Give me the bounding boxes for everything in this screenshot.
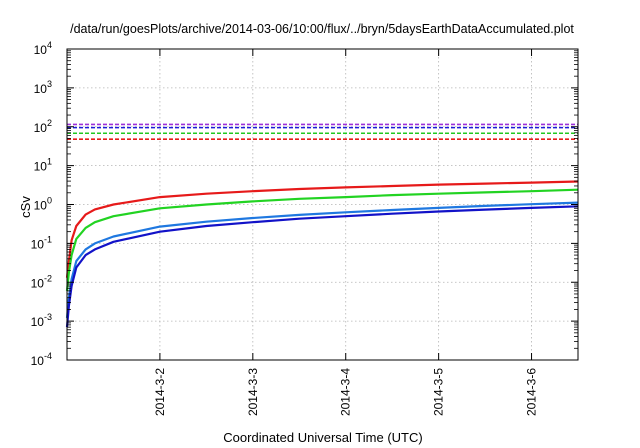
- y-tick-base: 10: [31, 315, 45, 329]
- y-tick-base: 10: [31, 354, 45, 368]
- y-tick-label: 10-1: [31, 234, 52, 251]
- y-tick-label: 103: [34, 79, 52, 96]
- y-axis-label: cSv: [18, 196, 33, 218]
- x-tick-labels: 2014-3-2 2014-3-3 2014-3-4 2014-3-5 2014-3-6: [153, 368, 539, 416]
- y-tick-label: 102: [34, 118, 52, 135]
- y-tick-exponent: 0: [47, 196, 52, 206]
- grid: [67, 49, 578, 360]
- y-tick-base: 10: [31, 276, 45, 290]
- chart-title: /data/run/goesPlots/archive/2014-03-06/1…: [70, 22, 574, 36]
- y-tick-label: 104: [34, 40, 52, 57]
- x-tick-label: 2014-3-3: [246, 368, 260, 416]
- y-tick-exponent: 4: [47, 40, 52, 50]
- y-tick-base: 10: [34, 199, 48, 213]
- y-tick-label: 10-2: [31, 273, 52, 290]
- y-tick-base: 10: [34, 160, 48, 174]
- x-tick-label: 2014-3-2: [153, 368, 167, 416]
- y-tick-base: 10: [31, 237, 45, 251]
- series-line: [65, 205, 579, 328]
- y-tick-exponent: 3: [47, 79, 52, 89]
- series-lines: [65, 180, 579, 328]
- ticks: [67, 48, 578, 361]
- series-line: [65, 180, 579, 278]
- x-axis-label: Coordinated Universal Time (UTC): [223, 430, 422, 445]
- series-line: [65, 188, 579, 292]
- y-tick-label: 10-3: [31, 312, 52, 329]
- y-tick-base: 10: [34, 121, 48, 135]
- y-tick-exponent: -3: [44, 312, 52, 322]
- x-tick-label: 2014-3-4: [339, 368, 353, 416]
- y-tick-exponent: -2: [44, 273, 52, 283]
- y-tick-base: 10: [34, 43, 48, 57]
- y-tick-label: 100: [34, 196, 52, 213]
- y-tick-exponent: -4: [44, 351, 52, 361]
- y-tick-exponent: -1: [44, 234, 52, 244]
- y-tick-label: 10-4: [31, 351, 52, 368]
- x-tick-label: 2014-3-6: [525, 368, 539, 416]
- y-tick-base: 10: [34, 82, 48, 96]
- threshold-lines: [67, 123, 578, 140]
- y-tick-exponent: 1: [47, 157, 52, 167]
- x-tick-label: 2014-3-5: [432, 368, 446, 416]
- series-line: [65, 201, 579, 319]
- y-tick-exponent: 2: [47, 118, 52, 128]
- y-tick-label: 101: [34, 157, 52, 174]
